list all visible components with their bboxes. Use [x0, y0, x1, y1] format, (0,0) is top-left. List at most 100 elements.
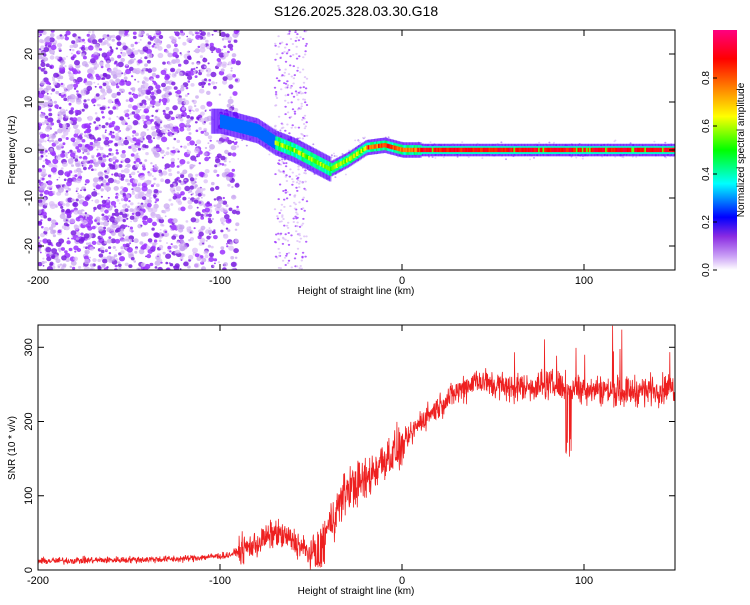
spectrogram-ridge-core: [289, 146, 292, 151]
spectrogram-noise-dot: [145, 152, 149, 156]
spectrogram-noise-dot: [58, 47, 62, 51]
spectrogram-noise-dot: [293, 74, 296, 77]
spectrogram-noise-dot: [282, 172, 286, 174]
spectrogram-noise-dot: [122, 213, 128, 219]
spectrogram-noise-dot: [115, 78, 121, 84]
spectrogram-ridge-cell: [240, 119, 243, 134]
spectrogram-noise-dot: [294, 253, 298, 255]
spectrogram-noise-dot: [89, 246, 94, 251]
spectrogram-ridge-cell: [269, 132, 272, 147]
spectrogram-noise-dot: [275, 53, 279, 56]
spectrogram-y-tick-label: -20: [23, 238, 35, 254]
spectrogram-noise-dot: [129, 228, 134, 233]
spectrogram-noise-dot: [100, 195, 103, 198]
spectrogram-noise-dot: [142, 67, 146, 72]
spectrogram-noise-dot: [222, 63, 227, 68]
spectrogram-noise-dot: [179, 236, 183, 240]
spectrogram-noise-dot: [139, 241, 144, 245]
spectrogram-ridge-core: [276, 141, 279, 146]
snr-x-tick-label: 0: [399, 575, 405, 587]
spectrogram-noise-dot: [46, 134, 50, 138]
spectrogram-noise-dot: [106, 239, 112, 244]
spectrogram-noise-dot: [91, 240, 97, 245]
spectrogram-noise-dot: [284, 264, 287, 266]
spectrogram-noise-dot: [241, 139, 244, 142]
spectrogram-noise-dot: [57, 137, 63, 142]
spectrogram-noise-dot: [82, 163, 87, 167]
spectrogram-noise-dot: [38, 202, 44, 207]
spectrogram-noise-dot: [167, 249, 170, 252]
spectrogram-noise-dot: [209, 139, 212, 142]
spectrogram-noise-dot: [301, 198, 304, 201]
spectrogram-noise-dot: [189, 231, 192, 234]
spectrogram-noise-dot: [228, 245, 235, 251]
spectrogram-ridge-core: [277, 141, 280, 147]
spectrogram-noise-dot: [197, 193, 202, 197]
spectrogram-noise-dot: [100, 110, 104, 114]
spectrogram-noise-dot: [196, 116, 199, 120]
spectrogram-noise-dot: [75, 178, 82, 184]
spectrogram-noise-dot: [52, 190, 56, 194]
spectrogram-noise-dot: [57, 169, 64, 176]
spectrogram-noise-dot: [76, 117, 82, 122]
spectrogram-ridge-core: [590, 147, 593, 153]
spectrogram-noise-dot: [158, 239, 162, 243]
spectrogram-noise-dot: [226, 73, 233, 79]
spectrogram-noise-dot: [150, 91, 155, 96]
spectrogram-noise-dot: [301, 251, 305, 254]
spectrogram-ridge-core: [332, 165, 335, 170]
spectrogram-noise-dot: [287, 73, 291, 76]
spectrogram-noise-dot: [575, 156, 578, 159]
spectrogram-noise-dot: [84, 82, 89, 86]
spectrogram-noise-dot: [137, 80, 140, 83]
spectrogram-noise-dot: [95, 117, 101, 122]
spectrogram-noise-dot: [180, 53, 183, 56]
spectrogram-ridge-core: [650, 147, 653, 153]
spectrogram-noise-dot: [81, 47, 86, 51]
spectrogram-noise-dot: [233, 39, 238, 43]
spectrogram-noise-dot: [131, 111, 136, 115]
spectrogram-noise-dot: [434, 157, 437, 159]
spectrogram-noise-dot: [75, 162, 80, 168]
spectrogram-x-ticks: -200 -100 0 100: [27, 30, 593, 287]
spectrogram-noise-dot: [359, 141, 362, 144]
spectrogram-noise-dot: [193, 102, 196, 105]
spectrogram-noise-dot: [166, 124, 171, 128]
spectrogram-noise-dot: [231, 194, 237, 200]
spectrogram-noise-dot: [125, 99, 129, 102]
spectrogram-noise-dot: [136, 170, 140, 173]
spectrogram-noise-dot: [57, 265, 61, 269]
spectrogram-ridge-cell: [233, 117, 236, 132]
spectrogram-noise-dot: [48, 162, 54, 168]
spectrogram-noise-dot: [164, 167, 167, 170]
spectrogram-noise-dot: [161, 128, 167, 134]
spectrogram-noise-dot: [159, 228, 162, 231]
spectrogram-ridge-core: [603, 147, 606, 153]
spectrogram-noise-dot: [96, 144, 101, 149]
spectrogram-noise-dot: [50, 93, 53, 95]
spectrogram-ridge-core: [404, 147, 407, 153]
spectrogram-noise-dot: [274, 241, 277, 244]
spectrogram-noise-dot: [38, 87, 44, 91]
spectrogram-ridge-core: [337, 162, 340, 168]
spectrogram-noise-dot: [62, 263, 67, 268]
spectrogram-noise-dot: [146, 134, 152, 140]
spectrogram-noise-dot: [296, 240, 299, 242]
spectrogram-noise-dot: [277, 238, 280, 241]
spectrogram-noise-dot: [152, 194, 157, 198]
spectrogram-noise-dot: [229, 241, 234, 245]
spectrogram-noise-dot: [288, 175, 291, 178]
spectrogram-noise-dot: [76, 167, 82, 173]
spectrogram-noise-dot: [295, 175, 298, 177]
spectrogram-noise-dot: [223, 234, 226, 237]
spectrogram-noise-dot: [115, 180, 121, 185]
spectrogram-ridge-core: [338, 162, 341, 167]
spectrogram-noise-dot: [290, 126, 293, 129]
spectrogram-noise-dot: [204, 207, 210, 213]
spectrogram-noise-dot: [227, 43, 234, 49]
spectrogram-noise-dot: [206, 45, 211, 50]
spectrogram-noise-dot: [112, 131, 115, 134]
spectrogram-ridge-core: [402, 147, 405, 153]
spectrogram-ridge-core: [634, 147, 637, 153]
spectrogram-noise-dot: [178, 227, 184, 233]
